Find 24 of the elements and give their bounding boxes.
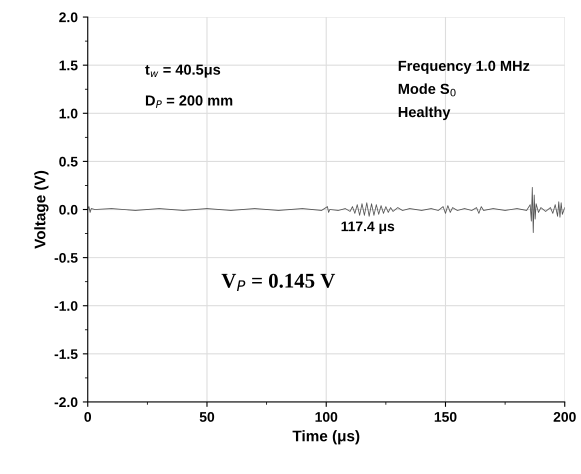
y-tick-label: -1.5 [54,349,78,360]
y-tick-label: 0.5 [59,156,78,167]
y-axis-title: Voltage (V) [34,170,49,249]
x-axis-title: Time (μs) [292,430,360,444]
x-tick-label: 100 [316,412,338,422]
annotation: 117.4 μs [342,222,394,234]
y-tick-label: 2.0 [59,12,78,22]
annotation: t$_{w}$ = 40.5μs [145,64,220,78]
y-tick-label: 0.0 [59,204,78,215]
x-tick-label: 0 [84,412,92,422]
annotation: Frequency 1.0 MHz [398,60,530,74]
x-tick-label: 50 [200,412,214,422]
annotation: Healthy [398,106,450,120]
y-tick-label: -1.0 [54,301,78,311]
annotation: V$_{P}$ = 0.145 V [222,274,336,291]
annotation: D$_{P}$ = 200 mm [146,95,232,108]
annotation: Mode S$_{0}$ [398,83,456,96]
line-series [88,186,565,234]
y-tick-label: -0.5 [54,252,78,263]
x-tick-label: 150 [434,412,456,422]
y-tick-label: -2.0 [54,397,78,408]
x-tick-label: 200 [554,412,576,422]
y-tick-label: 1.0 [60,108,78,118]
y-tick-label: 1.5 [60,60,78,70]
